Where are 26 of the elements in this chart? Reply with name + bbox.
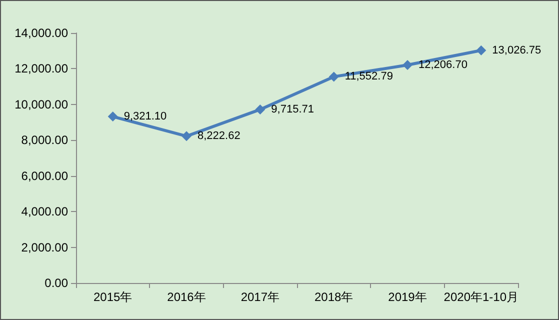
y-tick-label: 6,000.00 (21, 168, 68, 183)
point (328, 72, 339, 82)
y-tick-label: 2,000.00 (21, 240, 68, 254)
point (182, 131, 192, 142)
data-label: 11,552.79 (344, 70, 393, 83)
y-tick-label: 0.00 (44, 276, 68, 290)
data-label: 9,715.71 (271, 104, 314, 116)
y-tick-label: 10,000.00 (14, 97, 68, 112)
point (108, 112, 118, 122)
data-label: 13,026.75 (492, 44, 542, 56)
x-tick-label: 2018年 (314, 290, 354, 304)
x-tick-label: 2017年 (240, 290, 280, 304)
y-tick-label: 14,000.00 (14, 26, 68, 40)
point (476, 45, 486, 56)
data-label: 9,321.10 (124, 110, 167, 123)
x-tick-label: 2016年 (167, 290, 206, 304)
x-tick-label: 2019年 (388, 290, 427, 304)
x-tick-label: 2020年1-10月 (444, 290, 519, 304)
y-tick-label: 8,000.00 (21, 133, 68, 148)
data-label: 12,206.70 (418, 59, 468, 72)
point (255, 104, 266, 115)
point (402, 60, 412, 70)
x-tick-label: 2015年 (93, 290, 132, 304)
y-tick-label: 4,000.00 (21, 204, 68, 219)
data-label: 8,222.62 (198, 130, 240, 142)
y-tick-label: 12,000.00 (14, 62, 68, 76)
